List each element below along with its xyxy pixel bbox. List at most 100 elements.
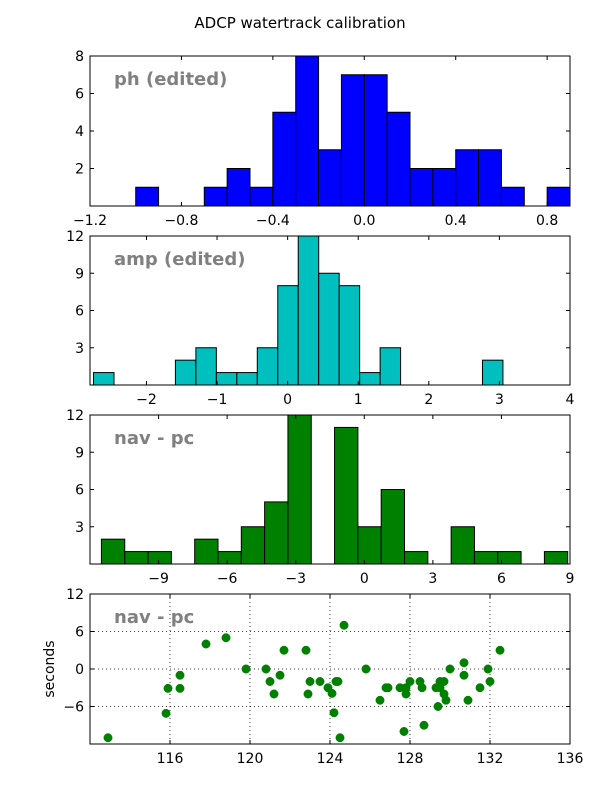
histogram-bar bbox=[135, 186, 160, 207]
x-tick-label: 1 bbox=[354, 392, 363, 408]
y-tick-label: 9 bbox=[75, 266, 84, 282]
histogram-bar bbox=[174, 359, 197, 386]
scatter-point bbox=[163, 683, 173, 693]
scatter-point bbox=[483, 664, 493, 674]
x-tick-label: −6 bbox=[217, 571, 238, 587]
y-tick-label: 6 bbox=[75, 483, 84, 499]
scatter-point bbox=[305, 677, 315, 686]
scatter-point bbox=[475, 683, 485, 693]
histogram-bar bbox=[450, 526, 475, 565]
histogram-bar bbox=[404, 551, 429, 565]
y-tick-label: 12 bbox=[66, 587, 84, 603]
scatter-point bbox=[241, 664, 251, 674]
scatter-point bbox=[485, 677, 495, 686]
x-tick-label: −2 bbox=[136, 392, 157, 408]
x-tick-label: 3 bbox=[495, 392, 504, 408]
scatter-point bbox=[463, 695, 473, 705]
histogram-bar bbox=[297, 235, 320, 386]
scatter-point bbox=[495, 645, 505, 655]
y-tick-label: 8 bbox=[75, 49, 84, 65]
y-tick-label: 12 bbox=[66, 229, 84, 245]
histogram-bar bbox=[93, 372, 115, 386]
histogram-bar bbox=[318, 272, 340, 386]
histogram-bar bbox=[359, 372, 381, 386]
scatter-point bbox=[433, 702, 443, 711]
histogram-nav-pc-panel: −9 −6 −3 0 3 6 9 3 6 9 12 nav - pc bbox=[66, 408, 574, 587]
scatter-point bbox=[275, 670, 285, 680]
y-tick-label: 6 bbox=[75, 87, 84, 103]
histogram-bar bbox=[217, 551, 242, 565]
x-tick-label: −9 bbox=[148, 571, 169, 587]
scatter-point bbox=[399, 727, 409, 736]
x-tick-label: −0.8 bbox=[164, 213, 198, 229]
scatter-nav-pc-panel: 116 120 124 128 132 136 −6 0 6 12 nav - pc seconds bbox=[42, 587, 583, 767]
scatter-point bbox=[375, 695, 385, 705]
histogram-bar bbox=[455, 149, 480, 207]
scatter-point bbox=[175, 670, 185, 680]
histogram-bar bbox=[340, 74, 365, 207]
histogram-bar bbox=[546, 186, 571, 207]
histogram-bar bbox=[256, 347, 279, 386]
scatter-point bbox=[339, 620, 349, 630]
x-tick-label: 120 bbox=[237, 751, 264, 767]
x-tick-label: 0.8 bbox=[536, 213, 558, 229]
scatter-point bbox=[329, 708, 339, 718]
scatter-point bbox=[459, 658, 469, 668]
scatter-point bbox=[221, 633, 231, 643]
histogram-bar bbox=[338, 285, 361, 386]
histogram-bar bbox=[334, 426, 359, 565]
histogram-bar bbox=[380, 489, 406, 565]
scatter-point bbox=[419, 720, 429, 730]
x-tick-label: 9 bbox=[566, 571, 575, 587]
x-tick-label: 136 bbox=[557, 751, 584, 767]
y-tick-label: 0 bbox=[75, 662, 84, 678]
scatter-point bbox=[361, 664, 371, 674]
x-tick-label: 2 bbox=[424, 392, 433, 408]
x-tick-label: −3 bbox=[285, 571, 306, 587]
scatter-point bbox=[445, 664, 455, 674]
histogram-bar bbox=[236, 372, 258, 386]
x-tick-label: 6 bbox=[497, 571, 506, 587]
y-axis-label: seconds bbox=[42, 640, 58, 697]
scatter-point bbox=[103, 733, 113, 743]
x-tick-label: 3 bbox=[428, 571, 437, 587]
scatter-point bbox=[327, 688, 337, 698]
histogram-bar bbox=[409, 168, 434, 207]
y-tick-label: 4 bbox=[75, 124, 84, 140]
scatter-point bbox=[439, 677, 449, 686]
scatter-point bbox=[401, 689, 411, 699]
histogram-bar bbox=[240, 526, 266, 565]
y-tick-label: 3 bbox=[75, 520, 84, 536]
histogram-ph-panel: −1.2 −0.8 −0.4 0.0 0.4 0.8 2 4 6 8 ph (edited) bbox=[73, 49, 571, 229]
x-tick-label: −1 bbox=[207, 392, 228, 408]
y-tick-label: 6 bbox=[75, 304, 84, 320]
histogram-bar bbox=[264, 501, 289, 565]
histogram-bar bbox=[386, 111, 411, 207]
histogram-bar bbox=[124, 551, 149, 565]
histogram-bar bbox=[277, 285, 299, 386]
histogram-bar bbox=[500, 186, 525, 207]
y-tick-label: 9 bbox=[75, 445, 84, 461]
y-tick-label: 12 bbox=[66, 408, 84, 424]
histogram-bar bbox=[478, 149, 502, 207]
scatter-point bbox=[459, 670, 469, 680]
histogram-bar bbox=[357, 526, 382, 565]
panel-annotation: ph (edited) bbox=[114, 69, 227, 90]
histogram-bar bbox=[272, 111, 297, 207]
x-tick-label: −1.2 bbox=[73, 213, 107, 229]
histogram-bar bbox=[287, 414, 312, 565]
x-tick-label: 0 bbox=[283, 392, 292, 408]
histogram-bar bbox=[543, 551, 569, 565]
scatter-point bbox=[175, 683, 185, 693]
histogram-bar bbox=[215, 372, 238, 386]
scatter-point bbox=[405, 677, 415, 686]
scatter-point bbox=[301, 645, 311, 655]
scatter-point bbox=[315, 677, 325, 686]
histogram-bar bbox=[379, 347, 402, 386]
histogram-bar bbox=[363, 74, 388, 207]
y-tick-label: 2 bbox=[75, 162, 84, 178]
x-tick-label: 132 bbox=[477, 751, 504, 767]
y-tick-label: 3 bbox=[75, 341, 84, 357]
x-tick-label: −0.4 bbox=[256, 213, 290, 229]
